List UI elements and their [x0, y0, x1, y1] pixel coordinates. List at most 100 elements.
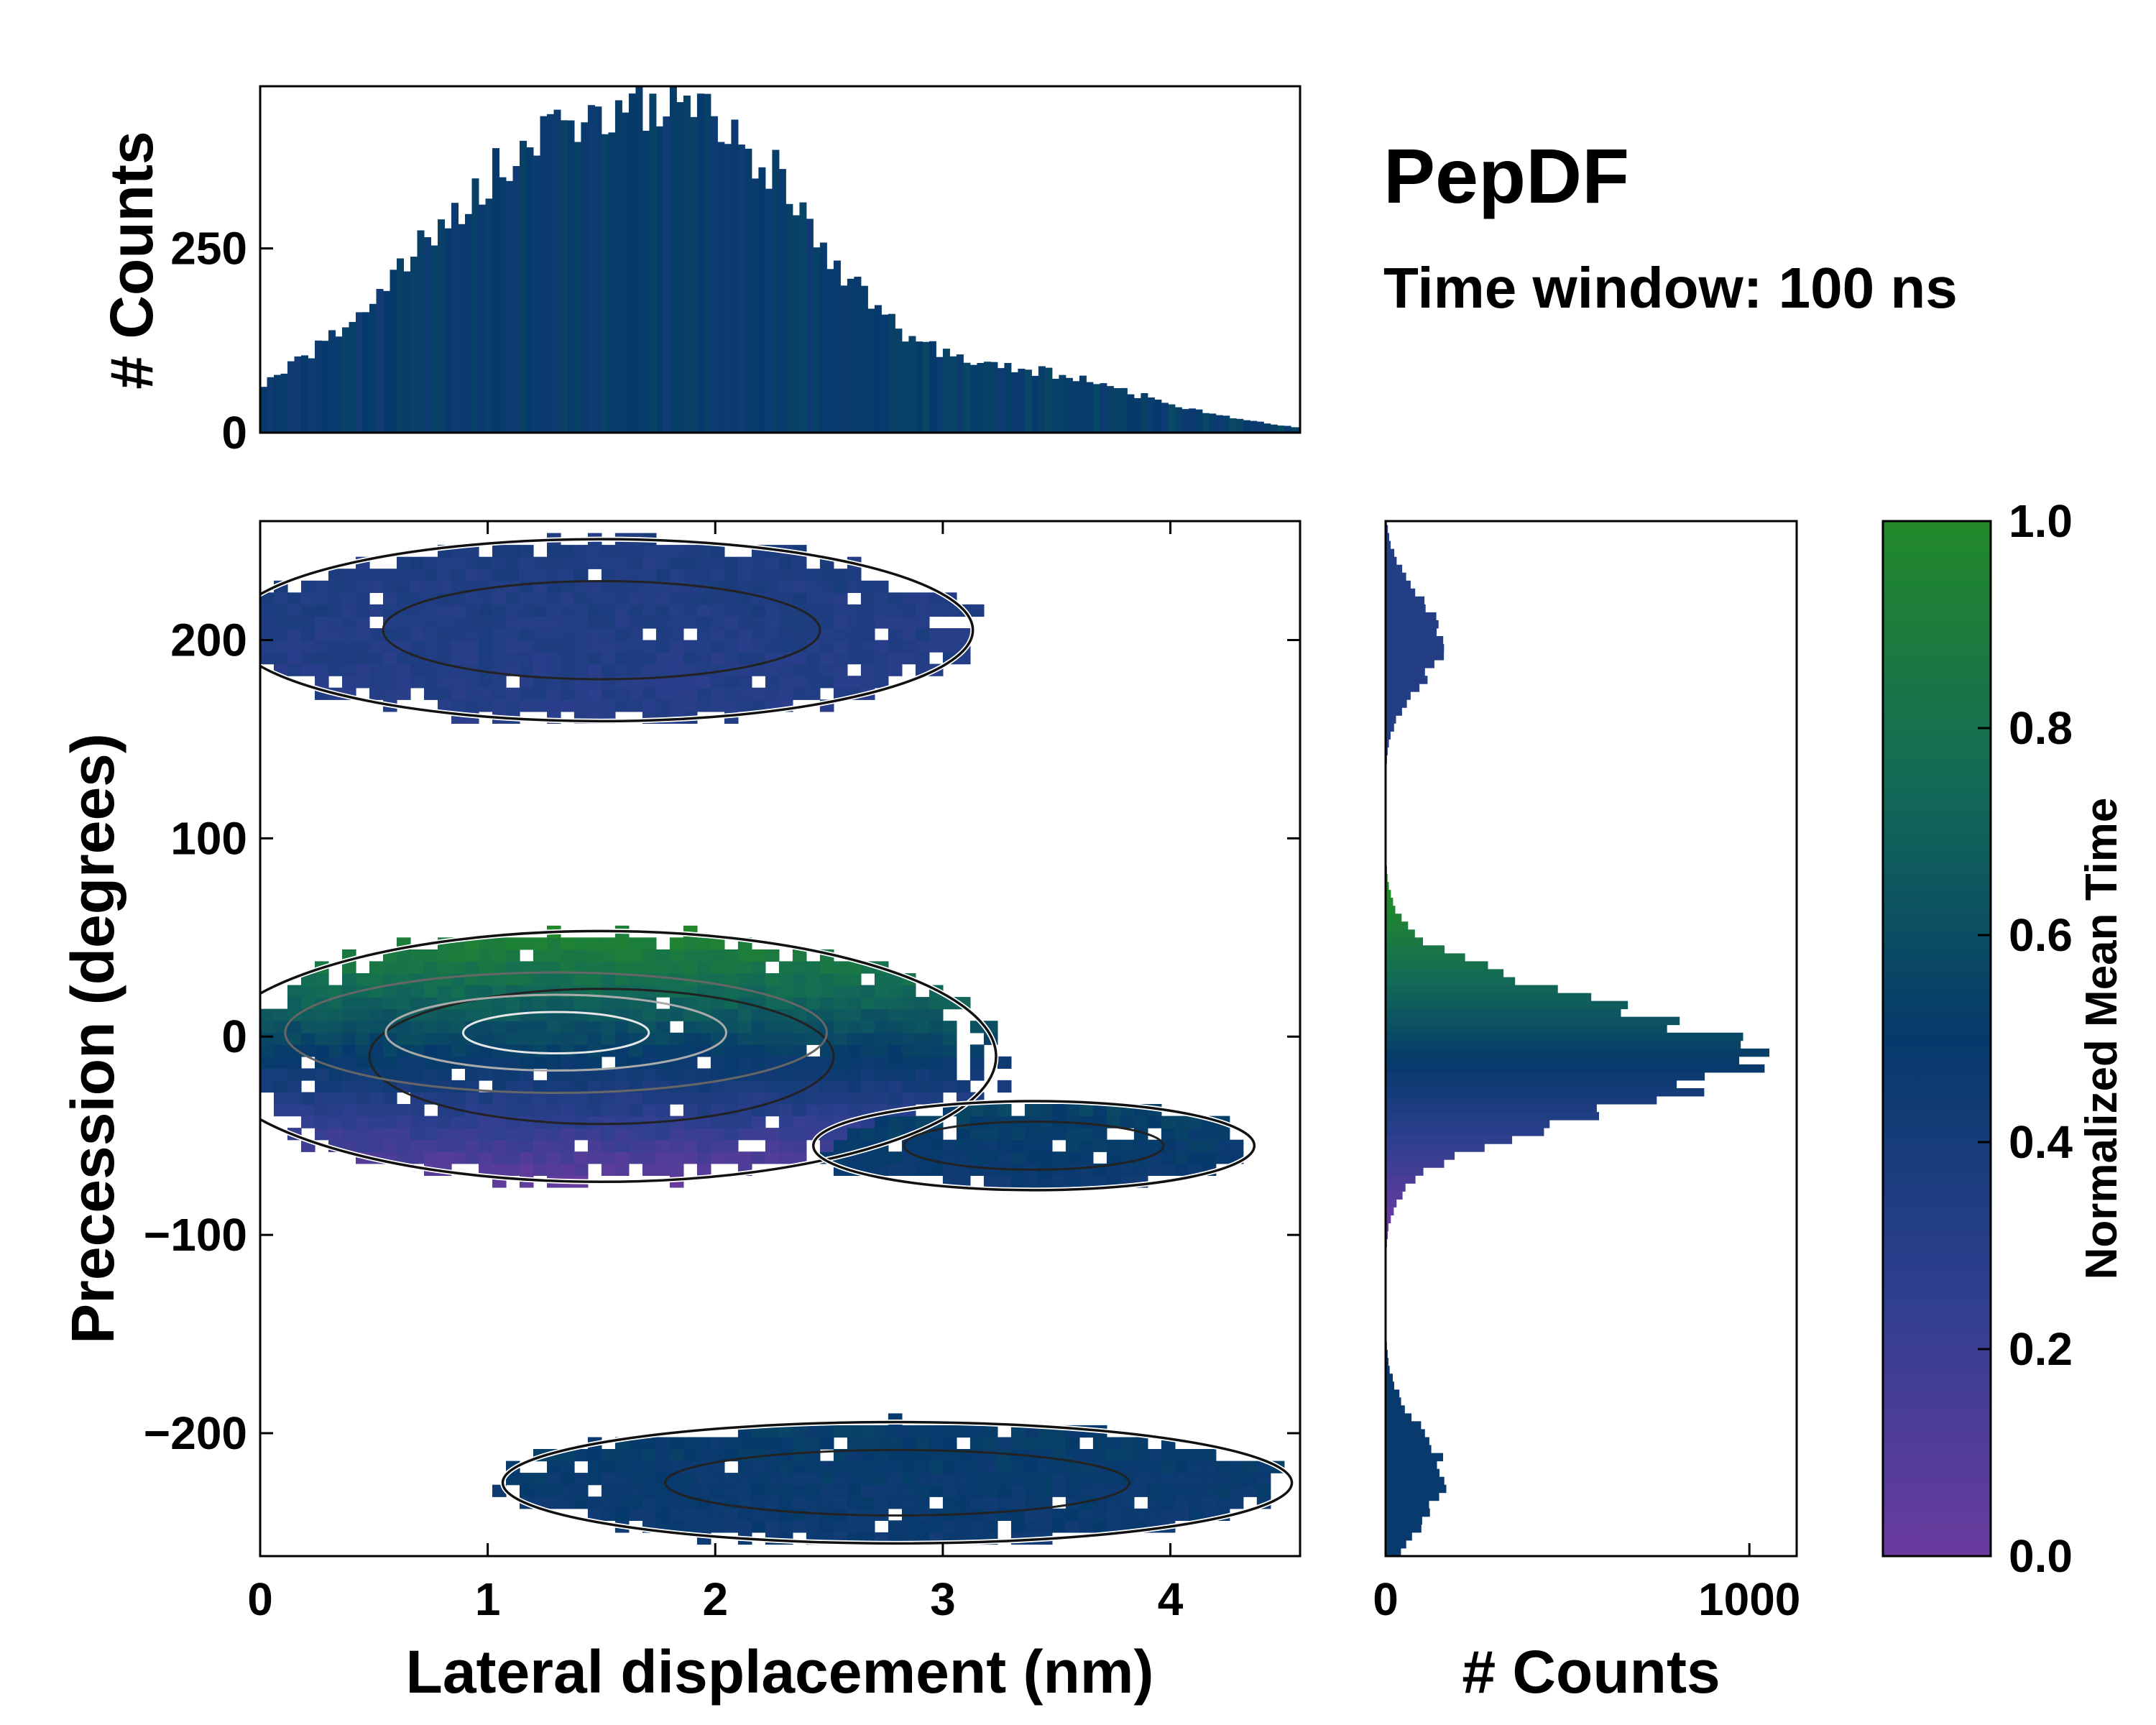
heatmap-cell: [792, 1473, 807, 1486]
top-histogram-bar: [1209, 413, 1217, 433]
colorbar-frame: [1881, 520, 1992, 1558]
heatmap-cell: [642, 1021, 657, 1034]
heatmap-cell: [1133, 1484, 1148, 1497]
heatmap-cell: [601, 592, 616, 605]
heatmap-cell: [683, 997, 698, 1010]
right-histogram-bar: [1386, 1532, 1412, 1541]
heatmap-cell: [833, 1092, 848, 1105]
heatmap-cell: [997, 1139, 1012, 1152]
heatmap-cell: [997, 1460, 1012, 1473]
heatmap-cell: [642, 652, 657, 665]
heatmap-cell: [778, 628, 793, 641]
heatmap-cell: [724, 1056, 739, 1069]
heatmap-cell: [465, 556, 479, 569]
top-histogram-bar: [806, 218, 814, 433]
heatmap-cell: [901, 1437, 916, 1450]
right-histogram-bar: [1386, 684, 1420, 692]
heatmap-cell: [901, 1116, 916, 1128]
heatmap-cell: [479, 556, 493, 569]
heatmap-cell: [915, 1437, 930, 1450]
heatmap-cell: [1133, 1473, 1148, 1486]
heatmap-cell: [1051, 1104, 1067, 1117]
heatmap-cell: [1174, 1116, 1189, 1128]
heatmap-cell: [683, 1068, 698, 1081]
heatmap-cell: [383, 676, 397, 689]
heatmap-cell: [1161, 1163, 1176, 1176]
heatmap-cell: [573, 973, 589, 986]
heatmap-cell: [915, 1473, 930, 1486]
heatmap-cell: [492, 556, 507, 569]
heatmap-cell: [696, 569, 711, 581]
right-histogram-bar: [1386, 953, 1465, 962]
heatmap-xtick-label: 2: [702, 1573, 728, 1625]
heatmap-cell: [342, 1021, 356, 1034]
heatmap-cell: [696, 1139, 711, 1152]
heatmap-cell: [506, 997, 520, 1010]
heatmap-cell: [533, 628, 548, 641]
heatmap-cell: [424, 949, 438, 962]
heatmap-cell: [806, 687, 821, 700]
heatmap-cell: [520, 1139, 534, 1152]
heatmap-cell: [573, 1008, 589, 1021]
heatmap-cell: [778, 604, 793, 617]
heatmap-cell: [587, 640, 602, 653]
heatmap-cell: [601, 1092, 616, 1105]
heatmap-cell: [561, 569, 575, 581]
heatmap-cell: [819, 652, 834, 665]
heatmap-cell: [573, 1496, 589, 1509]
heatmap-cell: [547, 1484, 561, 1497]
top-histogram-bar: [847, 278, 854, 433]
right-histogram-bar: [1386, 1429, 1425, 1438]
heatmap-cell: [601, 569, 616, 581]
heatmap-cell: [1010, 1496, 1026, 1509]
heatmap-cell: [901, 616, 916, 629]
heatmap-cell: [1010, 1151, 1026, 1164]
right-histogram-bar: [1386, 1120, 1550, 1128]
heatmap-cell: [614, 616, 630, 629]
right-histogram-xlabel: # Counts: [1462, 1638, 1720, 1706]
right-histogram-bar: [1386, 961, 1488, 970]
heatmap-cell: [587, 1473, 602, 1486]
heatmap-cell: [356, 569, 370, 581]
heatmap-cell: [1024, 1437, 1039, 1450]
right-histogram-bar: [1386, 1151, 1455, 1160]
heatmap-cell: [642, 1092, 657, 1105]
heatmap-cell: [601, 1139, 616, 1152]
heatmap-cell: [929, 1021, 944, 1034]
heatmap-cell: [737, 569, 752, 581]
heatmap-cell: [397, 1104, 411, 1117]
right-histogram-bar: [1386, 977, 1516, 985]
heatmap-cell: [737, 1460, 752, 1473]
heatmap-cell: [833, 616, 848, 629]
heatmap-cell: [274, 1044, 288, 1057]
heatmap-cell: [301, 628, 315, 641]
top-histogram-bar: [567, 120, 575, 433]
heatmap-cell: [465, 592, 479, 605]
heatmap-cell: [860, 985, 875, 998]
top-histogram-bar: [799, 202, 807, 433]
heatmap-cell: [547, 1163, 561, 1176]
heatmap-cell: [506, 604, 520, 617]
heatmap-cell: [520, 1044, 534, 1057]
heatmap-cell: [997, 1175, 1012, 1188]
heatmap-cell: [410, 949, 425, 962]
heatmap-cell: [1120, 1116, 1135, 1128]
heatmap-cell: [765, 1139, 780, 1152]
heatmap-cell: [724, 569, 739, 581]
top-histogram-bar: [465, 213, 472, 433]
heatmap-cell: [465, 569, 479, 581]
heatmap-cell: [778, 1032, 793, 1045]
right-histogram-bar: [1386, 1413, 1412, 1422]
heatmap-cell: [778, 961, 793, 974]
heatmap-cell: [287, 1056, 302, 1069]
heatmap-cell: [751, 663, 766, 676]
heatmap-cell: [874, 1044, 889, 1057]
top-histogram-bar: [581, 122, 589, 433]
heatmap-cell: [833, 1473, 848, 1486]
heatmap-cell: [614, 652, 630, 665]
heatmap-cell: [683, 1104, 698, 1117]
heatmap-cell: [328, 997, 343, 1010]
heatmap-cell: [778, 1151, 793, 1164]
heatmap-cell: [710, 1460, 725, 1473]
heatmap-cell: [438, 604, 452, 617]
